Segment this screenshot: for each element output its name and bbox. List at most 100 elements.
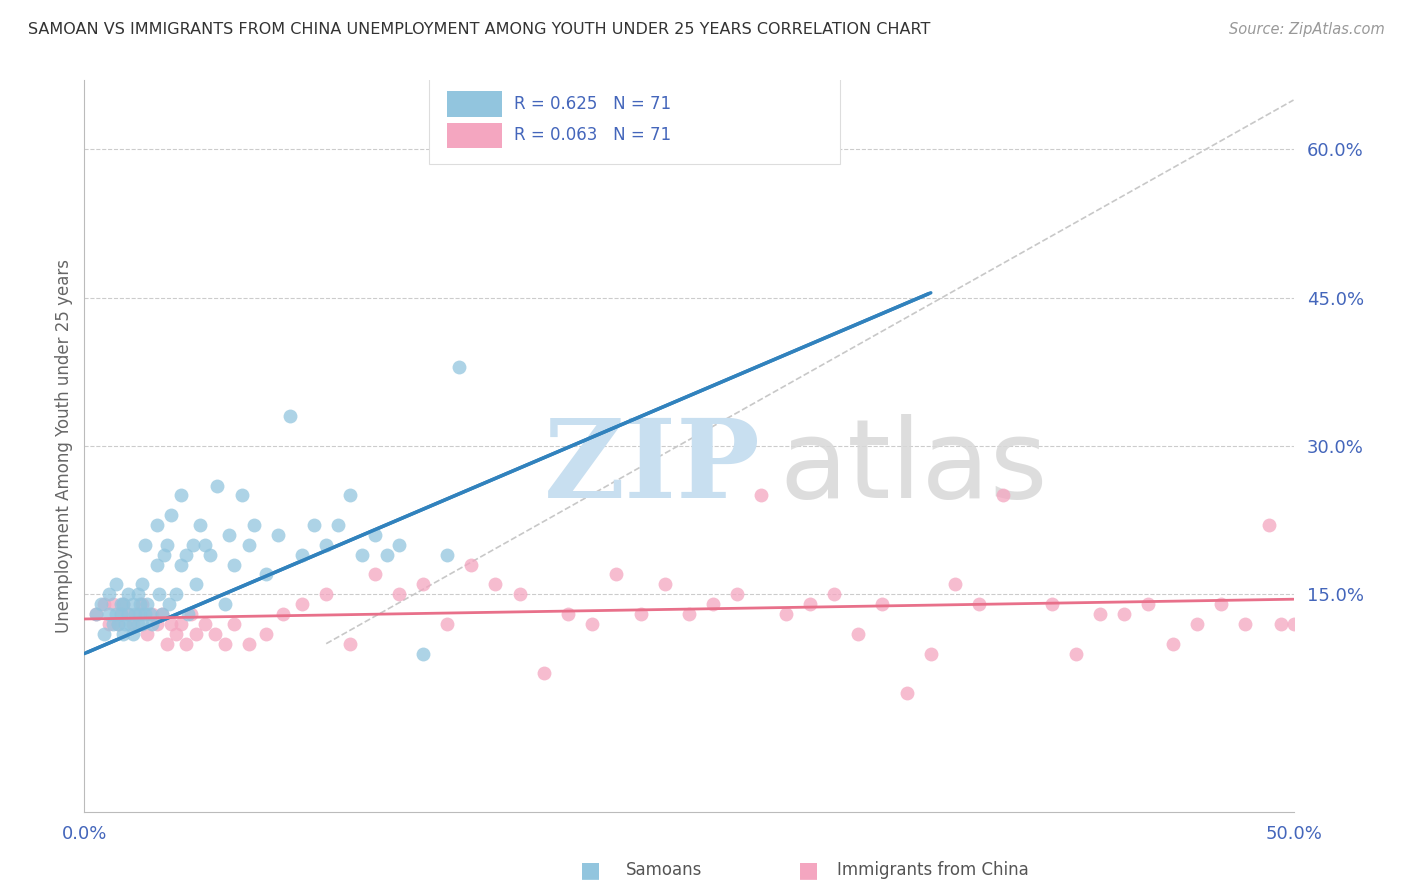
FancyBboxPatch shape [447, 91, 502, 117]
Point [291, 548, 314, 562]
Point [315, 538, 337, 552]
Point [1258, 518, 1281, 533]
Point [136, 627, 159, 641]
Point [165, 627, 187, 641]
Point [104, 607, 127, 621]
Point [165, 587, 187, 601]
Point [174, 637, 197, 651]
Point [654, 577, 676, 591]
Point [436, 548, 458, 562]
Point [224, 558, 246, 572]
Point [581, 616, 603, 631]
Point [138, 607, 160, 621]
Point [271, 607, 294, 621]
Point [181, 538, 204, 552]
Point [170, 616, 193, 631]
Point [238, 637, 260, 651]
Point [198, 548, 221, 562]
Point [449, 359, 471, 374]
Point [97, 587, 120, 601]
Point [110, 597, 132, 611]
Text: R = 0.063   N = 71: R = 0.063 N = 71 [513, 126, 671, 145]
Point [127, 587, 149, 601]
Point [214, 637, 236, 651]
Point [110, 607, 132, 621]
Point [117, 607, 139, 621]
Point [121, 616, 143, 631]
Point [112, 597, 135, 611]
Point [678, 607, 700, 621]
Text: Samoans: Samoans [626, 861, 702, 879]
Point [1137, 597, 1160, 611]
Point [214, 597, 236, 611]
Point [97, 616, 120, 631]
Point [231, 488, 253, 502]
Point [86, 607, 108, 621]
Point [146, 616, 169, 631]
Text: Immigrants from China: Immigrants from China [837, 861, 1028, 879]
Text: ■: ■ [799, 860, 818, 880]
Point [363, 567, 385, 582]
Point [153, 548, 176, 562]
Point [1040, 597, 1063, 611]
Point [302, 518, 325, 533]
Point [1270, 616, 1292, 631]
Point [1234, 616, 1257, 631]
Point [127, 607, 149, 621]
Point [702, 597, 724, 611]
Point [751, 488, 773, 502]
Point [775, 607, 797, 621]
Point [93, 597, 115, 611]
Point [86, 607, 108, 621]
Point [484, 577, 506, 591]
Point [194, 538, 217, 552]
Point [104, 577, 127, 591]
Point [131, 577, 153, 591]
Point [218, 528, 240, 542]
Point [103, 597, 125, 611]
Point [134, 538, 156, 552]
Point [150, 607, 173, 621]
Point [117, 587, 139, 601]
Point [146, 558, 169, 572]
Point [107, 616, 129, 631]
Point [127, 616, 149, 631]
Text: atlas: atlas [780, 415, 1047, 522]
Point [184, 627, 207, 641]
Point [129, 597, 152, 611]
Point [943, 577, 966, 591]
Point [896, 686, 918, 700]
Text: Source: ZipAtlas.com: Source: ZipAtlas.com [1229, 22, 1385, 37]
Point [207, 478, 229, 492]
Point [177, 607, 200, 621]
Point [267, 528, 290, 542]
Y-axis label: Unemployment Among Youth under 25 years: Unemployment Among Youth under 25 years [55, 259, 73, 633]
FancyBboxPatch shape [429, 77, 841, 164]
Point [224, 616, 246, 631]
Point [254, 627, 277, 641]
Point [1161, 637, 1184, 651]
Point [872, 597, 894, 611]
Point [184, 577, 207, 591]
Point [278, 409, 301, 424]
Point [141, 607, 163, 621]
FancyBboxPatch shape [447, 123, 502, 148]
Point [204, 627, 226, 641]
Point [846, 627, 869, 641]
Point [1114, 607, 1136, 621]
Point [412, 647, 434, 661]
Point [1185, 616, 1208, 631]
Point [460, 558, 482, 572]
Point [799, 597, 821, 611]
Point [920, 647, 942, 661]
Point [174, 548, 197, 562]
Point [170, 488, 193, 502]
Point [170, 558, 193, 572]
Point [375, 548, 398, 562]
Point [1064, 647, 1087, 661]
Point [97, 607, 120, 621]
Point [823, 587, 845, 601]
Point [107, 616, 129, 631]
Point [242, 518, 264, 533]
Point [121, 597, 143, 611]
